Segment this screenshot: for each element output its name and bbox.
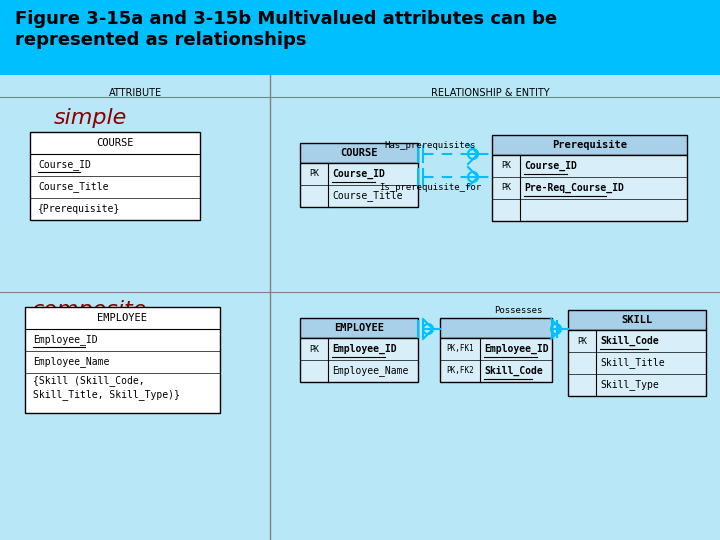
FancyBboxPatch shape xyxy=(492,155,687,221)
Text: Prerequisite: Prerequisite xyxy=(552,140,627,150)
Text: Is_prerequisite_for: Is_prerequisite_for xyxy=(379,183,481,192)
FancyBboxPatch shape xyxy=(0,75,720,540)
Text: Possesses: Possesses xyxy=(494,306,542,315)
Text: EMPLOYEE: EMPLOYEE xyxy=(334,323,384,333)
FancyBboxPatch shape xyxy=(300,143,418,163)
Text: Pre-Req_Course_ID: Pre-Req_Course_ID xyxy=(524,183,624,193)
Text: RELATIONSHIP & ENTITY: RELATIONSHIP & ENTITY xyxy=(431,88,549,98)
Text: Employee_Name: Employee_Name xyxy=(33,356,109,367)
Text: Course_ID: Course_ID xyxy=(38,159,91,171)
Text: PK: PK xyxy=(577,336,587,346)
Text: COURSE: COURSE xyxy=(96,138,134,148)
FancyBboxPatch shape xyxy=(25,307,220,413)
Text: SKILL: SKILL xyxy=(621,315,652,325)
FancyBboxPatch shape xyxy=(300,318,418,338)
Text: Has_prerequisites: Has_prerequisites xyxy=(384,141,476,150)
Text: PK,FK1: PK,FK1 xyxy=(446,345,474,354)
Text: Employee_ID: Employee_ID xyxy=(484,344,549,354)
Text: Skill_Code: Skill_Code xyxy=(600,336,659,346)
Text: {Prerequisite}: {Prerequisite} xyxy=(38,204,120,214)
Text: {Skill (Skill_Code,: {Skill (Skill_Code, xyxy=(33,375,145,387)
Text: Course_Title: Course_Title xyxy=(332,191,402,201)
FancyBboxPatch shape xyxy=(492,135,687,155)
Text: Skill_Title: Skill_Title xyxy=(600,357,665,368)
Text: ATTRIBUTE: ATTRIBUTE xyxy=(109,88,161,98)
Text: PK: PK xyxy=(309,345,319,354)
Text: Figure 3-15a and 3-15b Multivalued attributes can be
represented as relationship: Figure 3-15a and 3-15b Multivalued attri… xyxy=(15,10,557,49)
Text: Course_ID: Course_ID xyxy=(524,161,577,171)
Text: Employee_Name: Employee_Name xyxy=(332,366,408,376)
Text: Employee_ID: Employee_ID xyxy=(33,335,98,346)
Text: PK,FK2: PK,FK2 xyxy=(446,367,474,375)
Text: composite: composite xyxy=(32,300,148,320)
FancyBboxPatch shape xyxy=(440,318,552,338)
FancyBboxPatch shape xyxy=(0,0,720,75)
Text: PK: PK xyxy=(501,184,511,192)
FancyBboxPatch shape xyxy=(300,163,418,207)
Text: PK: PK xyxy=(501,161,511,171)
FancyBboxPatch shape xyxy=(568,330,706,396)
Text: Course_Title: Course_Title xyxy=(38,181,109,192)
Text: simple: simple xyxy=(53,108,127,128)
Text: Course_ID: Course_ID xyxy=(332,169,385,179)
Text: EMPLOYEE: EMPLOYEE xyxy=(97,313,148,323)
Text: Skill_Title, Skill_Type)}: Skill_Title, Skill_Type)} xyxy=(33,389,180,401)
Text: Skill_Type: Skill_Type xyxy=(600,380,659,390)
Text: Skill_Code: Skill_Code xyxy=(484,366,543,376)
FancyBboxPatch shape xyxy=(30,132,200,220)
FancyBboxPatch shape xyxy=(440,338,552,382)
FancyBboxPatch shape xyxy=(300,338,418,382)
FancyBboxPatch shape xyxy=(568,310,706,330)
Text: COURSE: COURSE xyxy=(341,148,378,158)
Text: Employee_ID: Employee_ID xyxy=(332,344,397,354)
Text: PK: PK xyxy=(309,170,319,179)
